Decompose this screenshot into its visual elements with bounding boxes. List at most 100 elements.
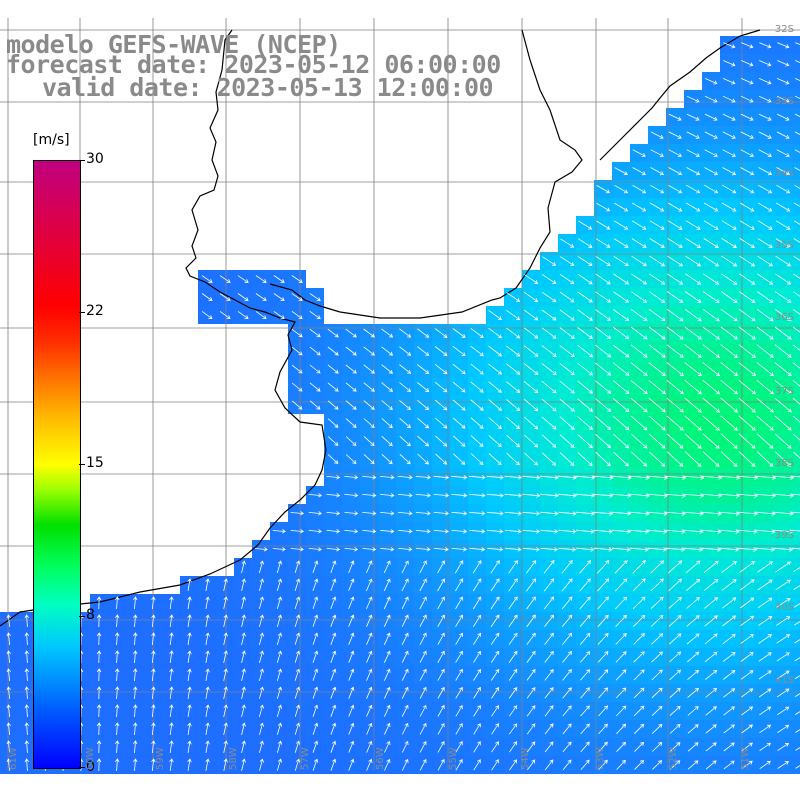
wind-arrow (649, 451, 666, 467)
wind-arrow (612, 380, 630, 394)
wind-arrow (366, 740, 373, 753)
wind-arrow (506, 452, 520, 466)
wind-arrow (631, 451, 648, 467)
wind-arrow (668, 184, 683, 194)
wind-arrow (363, 418, 375, 429)
wind-arrow (345, 346, 357, 356)
wind-arrow (291, 364, 303, 374)
wind-arrow (774, 433, 792, 449)
wind-arrow (330, 614, 337, 627)
wind-arrow (381, 436, 393, 447)
wind-arrow (777, 60, 790, 67)
wind-speed-cell (792, 252, 800, 270)
wind-arrow (380, 529, 395, 534)
wind-arrow (738, 379, 756, 395)
wind-speed-cell (792, 360, 800, 378)
wind-arrow (6, 758, 11, 772)
wind-arrow (741, 42, 754, 49)
wind-arrow (739, 273, 756, 285)
wind-arrow (219, 311, 231, 320)
wind-arrow (366, 686, 373, 699)
wind-arrow (543, 560, 555, 574)
wind-arrow (615, 632, 627, 645)
wind-arrow (399, 453, 411, 465)
wind-arrow (687, 724, 699, 734)
wind-arrow (613, 273, 630, 285)
forecast-date-title: forecast date: 2023-05-12 06:00:00 (6, 50, 501, 79)
wind-arrow (684, 362, 702, 377)
wind-arrow (612, 344, 630, 358)
wind-speed-cell (792, 288, 800, 306)
wind-arrow (616, 759, 626, 770)
wind-arrow (793, 238, 800, 243)
wind-arrow (205, 722, 210, 735)
wind-arrow (541, 416, 557, 430)
wind-arrow (740, 95, 754, 103)
wind-arrow (237, 275, 249, 283)
wind-arrow (701, 529, 722, 534)
wind-arrow (223, 668, 228, 681)
wind-arrow (738, 308, 756, 322)
wind-arrow (169, 650, 174, 664)
wind-arrow (169, 668, 174, 682)
wind-arrow (541, 327, 557, 339)
wind-arrow (686, 167, 701, 176)
wind-arrow (312, 578, 319, 592)
wind-arrow (330, 632, 337, 645)
wind-arrow (631, 255, 647, 267)
wind-arrow (702, 344, 720, 358)
wind-arrow (452, 399, 466, 411)
wind-arrow (759, 760, 771, 770)
wind-arrow (401, 722, 409, 735)
wind-arrow (702, 291, 720, 303)
wind-arrow (593, 511, 614, 516)
wind-arrow (702, 361, 720, 377)
wind-arrow (703, 220, 719, 230)
wind-arrow (114, 614, 120, 628)
wind-arrow (793, 291, 800, 297)
wind-arrow (151, 740, 156, 754)
wind-arrow (417, 435, 430, 447)
wind-arrow (433, 493, 450, 498)
wind-arrow (774, 308, 792, 322)
wind-arrow (291, 400, 303, 410)
wind-arrow (506, 327, 521, 339)
wind-arrow (684, 326, 702, 340)
wind-arrow (241, 704, 246, 717)
wind-arrow (667, 202, 683, 212)
wind-arrow (668, 615, 682, 627)
wind-arrow (362, 475, 377, 480)
wind-arrow (381, 346, 394, 356)
wind-arrow (613, 238, 629, 248)
wind-arrow (490, 650, 500, 663)
wind-arrow (259, 560, 264, 574)
wind-arrow (792, 309, 800, 315)
wind-arrow (490, 614, 500, 628)
wind-arrow (344, 529, 359, 534)
wind-arrow (327, 436, 339, 446)
wind-arrow (559, 345, 575, 358)
wind-arrow (330, 668, 337, 681)
wind-arrow (6, 668, 11, 682)
wind-arrow (434, 328, 448, 338)
wind-arrow (381, 328, 394, 338)
wind-arrow (795, 729, 800, 733)
wind-arrow (666, 433, 684, 449)
wind-arrow (562, 650, 572, 663)
wind-arrow (223, 686, 228, 699)
wind-arrow (685, 255, 702, 267)
wind-arrow (633, 633, 645, 645)
wind-arrow (705, 669, 718, 680)
wind-arrow (506, 434, 520, 448)
wind-arrow (473, 759, 481, 771)
wind-arrow (793, 451, 800, 459)
wind-arrow (384, 740, 391, 753)
wind-speed-cells (0, 36, 800, 774)
wind-arrow (649, 220, 665, 230)
wind-arrow (455, 632, 463, 645)
wind-arrow (384, 686, 391, 699)
wind-speed-cell (792, 648, 800, 666)
wind-arrow (666, 451, 684, 467)
wind-arrow (703, 202, 719, 212)
wind-arrow (401, 632, 409, 645)
